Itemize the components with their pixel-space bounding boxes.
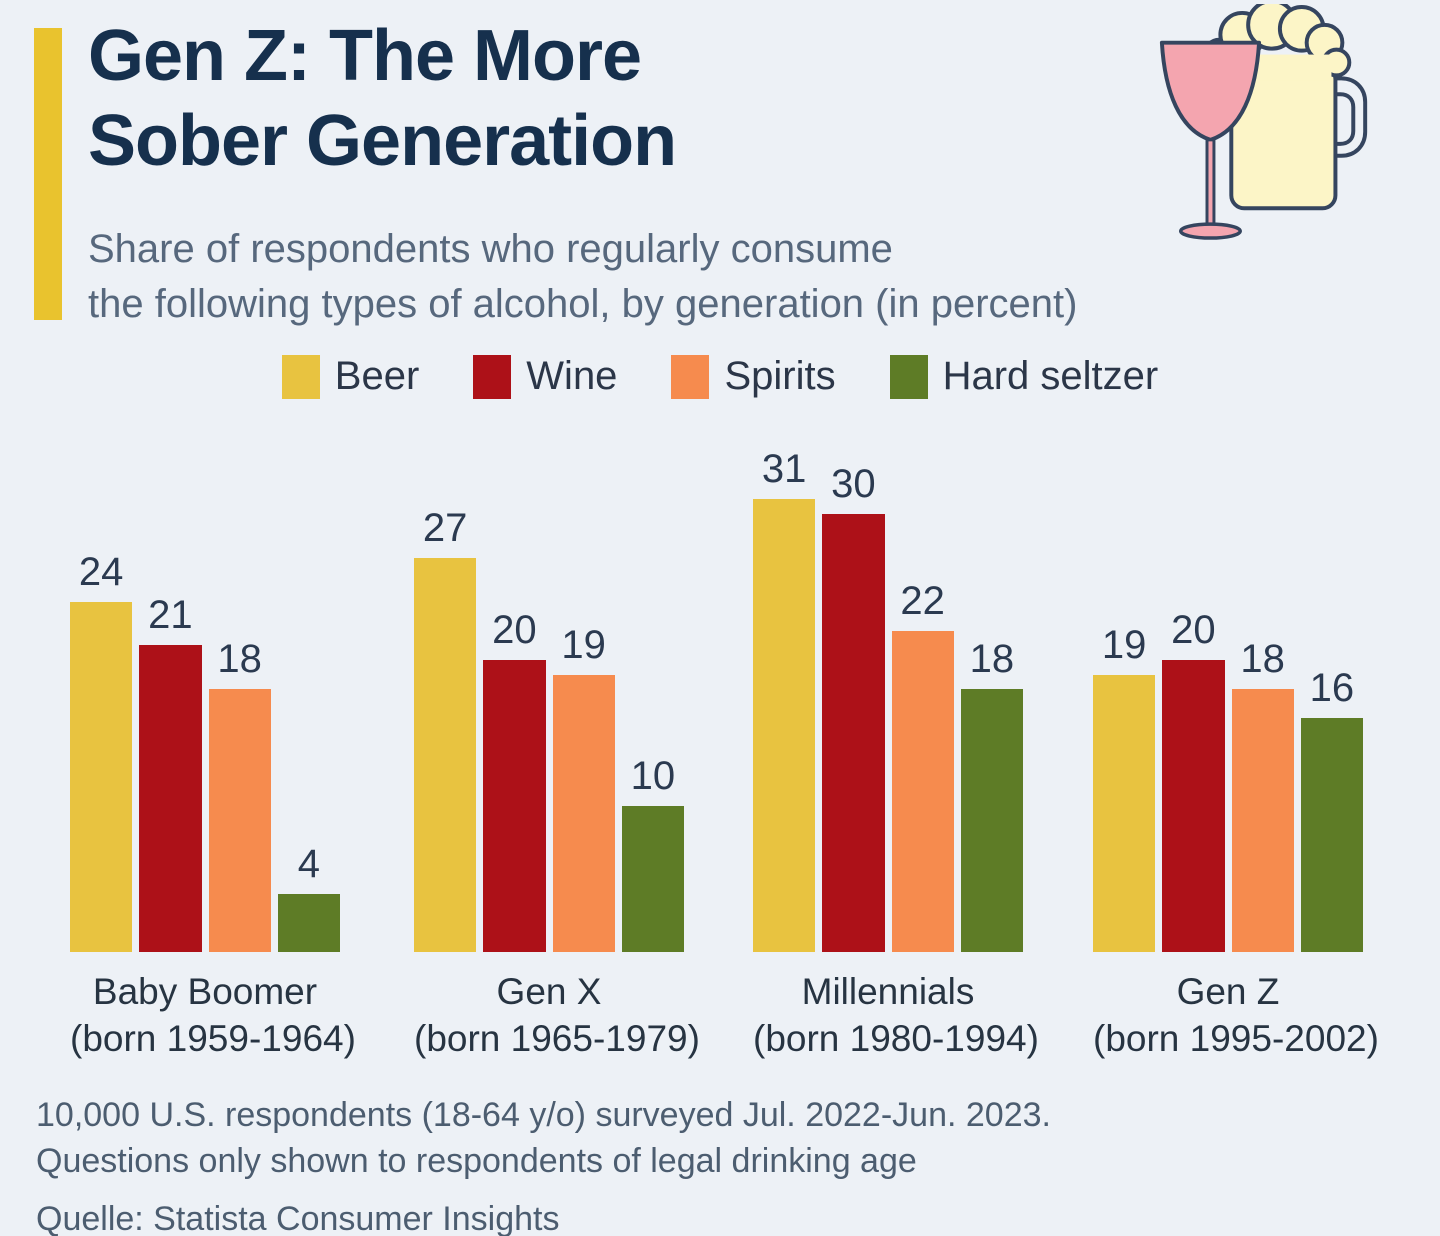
legend-label-hard-seltzer: Hard seltzer (942, 354, 1159, 398)
chart-subtitle: Share of respondents who regularly consu… (88, 222, 1077, 332)
bar-spirits-gen-z (1231, 689, 1294, 952)
bar-spirits-baby-boomer (208, 689, 271, 952)
legend-label-wine: Wine (526, 354, 618, 398)
source-line: Quelle: Statista Consumer Insights (36, 1200, 560, 1236)
bar-wine-baby-boomer (139, 645, 202, 952)
category-years-baby-boomer: (born 1959-1964) (70, 1018, 356, 1060)
value-label-spirits-gen-z: 18 (1240, 637, 1285, 681)
category-years-gen-x: (born 1965-1979) (414, 1018, 700, 1060)
bar-slot-wine-gen-z: 20 (1162, 608, 1225, 952)
title-accent-bar (34, 28, 62, 320)
value-label-beer-gen-x: 27 (422, 506, 468, 550)
bar-slot-beer-gen-x: 27 (414, 506, 477, 952)
chart-legend: Beer Wine Spirits Hard seltzer (0, 354, 1440, 399)
page-title-line2: Sober Generation (88, 100, 677, 181)
bar-hard-seltzer-gen-z (1300, 718, 1363, 952)
bar-hard-seltzer-millennials (960, 689, 1023, 952)
footnote-line1: 10,000 U.S. respondents (18-64 y/o) surv… (36, 1096, 1051, 1134)
bar-slot-beer-millennials: 31 (753, 447, 816, 952)
value-label-hard-seltzer-millennials: 18 (969, 637, 1015, 681)
category-years-gen-z: (born 1995-2002) (1093, 1018, 1379, 1060)
bar-slot-hard-seltzer-baby-boomer: 4 (277, 842, 340, 952)
bars-gen-z: 19 20 18 16 (1093, 440, 1363, 952)
category-label-gen-x: Gen X (born 1965-1979) (414, 968, 700, 1063)
category-label-millennials: Millennials (born 1980-1994) (753, 968, 1039, 1063)
category-name-gen-x: Gen X (496, 971, 602, 1012)
legend-swatch-spirits (671, 354, 710, 399)
bar-beer-baby-boomer (70, 602, 133, 952)
value-label-wine-gen-x: 20 (492, 608, 537, 652)
bar-slot-wine-gen-x: 20 (483, 608, 546, 952)
bar-spirits-gen-x (552, 675, 615, 952)
value-label-hard-seltzer-gen-x: 10 (630, 754, 676, 798)
legend-swatch-hard-seltzer (889, 354, 928, 399)
legend-item-wine: Wine (473, 354, 617, 399)
value-label-beer-baby-boomer: 24 (78, 550, 124, 594)
bar-wine-gen-x (483, 660, 546, 952)
footnote: 10,000 U.S. respondents (18-64 y/o) surv… (36, 1092, 1051, 1236)
category-label-baby-boomer: Baby Boomer (born 1959-1964) (70, 968, 356, 1063)
value-label-beer-gen-z: 19 (1101, 623, 1147, 667)
footnote-line2: Questions only shown to respondents of l… (36, 1142, 917, 1181)
bar-spirits-millennials (891, 631, 954, 952)
legend-swatch-wine (473, 354, 512, 399)
wine-and-beer-icon (1159, 4, 1368, 240)
legend-item-beer: Beer (281, 354, 420, 399)
category-name-baby-boomer: Baby Boomer (92, 971, 318, 1012)
bar-slot-spirits-baby-boomer: 18 (208, 637, 271, 952)
value-label-hard-seltzer-baby-boomer: 4 (297, 842, 320, 886)
value-label-spirits-baby-boomer: 18 (217, 637, 262, 681)
bar-hard-seltzer-gen-x (621, 806, 684, 952)
page-title-line1: Gen Z: The More (88, 16, 642, 96)
bar-slot-spirits-gen-z: 18 (1231, 637, 1294, 952)
bar-slot-beer-gen-z: 19 (1093, 623, 1156, 952)
bar-hard-seltzer-baby-boomer (277, 894, 340, 952)
bar-slot-hard-seltzer-gen-x: 10 (621, 754, 684, 952)
bar-slot-beer-baby-boomer: 24 (70, 550, 133, 952)
chart-subtitle-line2: the following types of alcohol, by gener… (88, 282, 1078, 327)
legend-swatch-beer (281, 354, 320, 399)
bar-beer-millennials (753, 499, 816, 952)
bars-gen-x: 27 20 19 10 (414, 440, 684, 952)
bar-group-gen-z: 19 20 18 16 Gen Z (born 1995-2002) (1093, 440, 1379, 1063)
beer-mug-handle-icon (1333, 76, 1368, 158)
bar-group-millennials: 31 30 22 18 Millennials (born 1980-1994) (753, 440, 1039, 1063)
page-title: Gen Z: The More Sober Generation (88, 14, 677, 184)
wine-glass-icon (1159, 40, 1262, 240)
bar-wine-gen-z (1162, 660, 1225, 952)
bars-millennials: 31 30 22 18 (753, 440, 1023, 952)
value-label-wine-baby-boomer: 21 (148, 593, 193, 637)
bar-slot-wine-millennials: 30 (822, 462, 885, 952)
bar-slot-spirits-millennials: 22 (891, 579, 954, 952)
bar-group-gen-x: 27 20 19 10 Gen X (born 1965-1979) (414, 440, 700, 1063)
category-label-gen-z: Gen Z (born 1995-2002) (1093, 968, 1379, 1063)
bar-slot-wine-baby-boomer: 21 (139, 593, 202, 952)
bar-slot-hard-seltzer-gen-z: 16 (1300, 666, 1363, 952)
bar-slot-spirits-gen-x: 19 (552, 623, 615, 952)
bar-chart: 24 21 18 4 Baby Boomer (born 1959-1964) 27 20 19… (0, 440, 1440, 1080)
category-name-millennials: Millennials (801, 971, 975, 1012)
legend-label-beer: Beer (334, 354, 420, 398)
value-label-hard-seltzer-gen-z: 16 (1309, 666, 1355, 710)
value-label-wine-gen-z: 20 (1171, 608, 1216, 652)
legend-item-spirits: Spirits (671, 354, 836, 399)
legend-item-hard-seltzer: Hard seltzer (889, 354, 1159, 399)
bar-wine-millennials (822, 514, 885, 952)
bar-group-baby-boomer: 24 21 18 4 Baby Boomer (born 1959-1964) (70, 440, 356, 1063)
bars-baby-boomer: 24 21 18 4 (70, 440, 340, 952)
bar-slot-hard-seltzer-millennials: 18 (960, 637, 1023, 952)
value-label-spirits-millennials: 22 (900, 579, 945, 623)
value-label-wine-millennials: 30 (831, 462, 876, 506)
legend-label-spirits: Spirits (724, 354, 836, 398)
value-label-spirits-gen-x: 19 (561, 623, 606, 667)
chart-subtitle-line1: Share of respondents who regularly consu… (88, 227, 893, 271)
category-name-gen-z: Gen Z (1176, 971, 1280, 1012)
bar-beer-gen-z (1093, 675, 1156, 952)
category-years-millennials: (born 1980-1994) (753, 1018, 1039, 1060)
value-label-beer-millennials: 31 (761, 447, 807, 491)
bar-beer-gen-x (414, 558, 477, 952)
